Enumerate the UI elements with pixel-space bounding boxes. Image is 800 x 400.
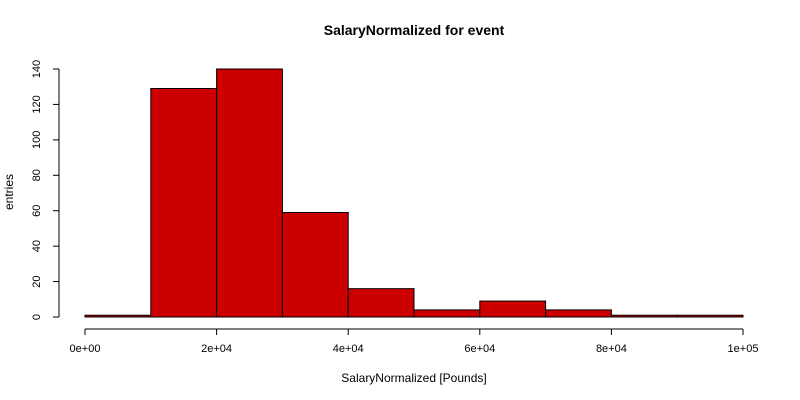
y-tick-label-4: 80 <box>31 169 43 181</box>
histogram-bar-3 <box>281 211 349 318</box>
y-axis-label: entries <box>2 174 16 210</box>
y-tick-label-3: 60 <box>31 205 43 217</box>
y-tick-label-7: 140 <box>31 60 43 78</box>
histogram-bar-9 <box>676 314 744 318</box>
histogram-bar-5 <box>413 309 481 318</box>
x-tick-label-0: 0e+00 <box>70 343 101 355</box>
x-tick-label-1: 2e+04 <box>201 343 232 355</box>
y-axis: 0 20 40 60 80 100 120 140 <box>31 60 60 320</box>
chart-title: SalaryNormalized for event <box>324 22 505 38</box>
histogram-bar-7 <box>545 309 612 318</box>
y-tick-label-1: 20 <box>31 275 43 287</box>
bars-group <box>84 68 744 318</box>
y-tick-label-6: 120 <box>31 95 43 113</box>
histogram-bar-1 <box>150 87 218 318</box>
y-tick-label-2: 40 <box>31 240 43 252</box>
x-tick-label-2: 4e+04 <box>333 343 364 355</box>
x-tick-label-5: 1e+05 <box>728 343 759 355</box>
histogram-bar-0 <box>84 314 152 318</box>
x-tick-label-3: 6e+04 <box>464 343 495 355</box>
y-tick-label-5: 100 <box>31 131 43 149</box>
x-tick-label-4: 8e+04 <box>596 343 627 355</box>
histogram-bar-4 <box>347 288 415 318</box>
y-tick-label-0: 0 <box>31 314 43 320</box>
x-axis: 0e+00 2e+04 4e+04 6e+04 8e+04 1e+05 <box>70 328 759 355</box>
histogram-bar-6 <box>479 300 547 318</box>
histogram-bar-8 <box>610 314 678 318</box>
histogram-bar-2 <box>216 68 283 318</box>
x-axis-label: SalaryNormalized [Pounds] <box>341 371 486 385</box>
